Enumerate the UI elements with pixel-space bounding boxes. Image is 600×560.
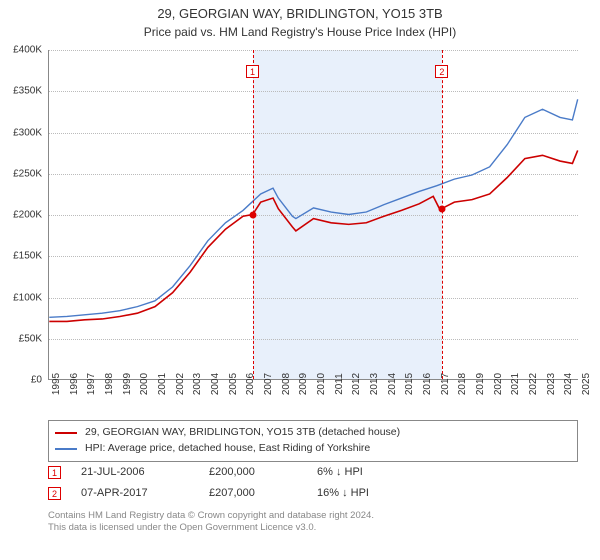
x-tick-label: 1996 [69,373,80,395]
series-line [49,99,577,317]
x-tick-label: 2008 [281,373,292,395]
sale-date: 07-APR-2017 [81,487,201,499]
legend-label-property: 29, GEORGIAN WAY, BRIDLINGTON, YO15 3TB … [85,425,400,441]
x-tick-label: 2010 [316,373,327,395]
legend-label-hpi: HPI: Average price, detached house, East… [85,441,370,457]
legend-swatch-hpi [55,448,77,450]
x-tick-label: 2020 [493,373,504,395]
y-tick-label: £250K [2,168,42,179]
chart-container: 29, GEORGIAN WAY, BRIDLINGTON, YO15 3TB … [0,0,600,560]
sale-marker-icon: 1 [48,466,61,479]
chart-subtitle: Price paid vs. HM Land Registry's House … [0,23,600,39]
y-tick-label: £0 [2,375,42,386]
x-tick-label: 2006 [245,373,256,395]
sale-hpi-diff: 16% ↓ HPI [317,487,437,499]
sale-hpi-diff: 6% ↓ HPI [317,466,437,478]
x-tick-label: 2023 [546,373,557,395]
x-tick-label: 2014 [387,373,398,395]
x-tick-label: 2005 [228,373,239,395]
x-tick-label: 2011 [334,373,345,395]
y-tick-label: £100K [2,292,42,303]
x-tick-label: 2015 [404,373,415,395]
y-tick-label: £150K [2,251,42,262]
legend-row-hpi: HPI: Average price, detached house, East… [55,441,571,457]
x-tick-label: 2012 [351,373,362,395]
y-tick-label: £300K [2,127,42,138]
x-tick-label: 2000 [139,373,150,395]
x-tick-label: 2009 [298,373,309,395]
x-tick-label: 2025 [581,373,592,395]
x-tick-label: 2013 [369,373,380,395]
chart-title: 29, GEORGIAN WAY, BRIDLINGTON, YO15 3TB [0,0,600,23]
x-tick-label: 1999 [122,373,133,395]
sale-detail-row: 2 07-APR-2017 £207,000 16% ↓ HPI [48,483,578,504]
x-tick-label: 2007 [263,373,274,395]
legend-swatch-property [55,432,77,434]
sale-marker-box: 2 [435,65,448,78]
y-tick-label: £200K [2,210,42,221]
chart-plot-area: 12 £0£50K£100K£150K£200K£250K£300K£350K£… [48,50,578,380]
x-tick-label: 2018 [457,373,468,395]
footer-attribution: Contains HM Land Registry data © Crown c… [48,504,578,535]
legend-box: 29, GEORGIAN WAY, BRIDLINGTON, YO15 3TB … [48,420,578,462]
x-tick-label: 2021 [510,373,521,395]
plot-frame: 12 [48,50,578,380]
x-tick-label: 1997 [86,373,97,395]
sale-date: 21-JUL-2006 [81,466,201,478]
sale-price: £207,000 [209,487,309,499]
x-tick-label: 2022 [528,373,539,395]
x-tick-label: 1995 [51,373,62,395]
x-tick-label: 2003 [192,373,203,395]
x-tick-label: 2004 [210,373,221,395]
line-series-svg [49,50,578,379]
legend-row-property: 29, GEORGIAN WAY, BRIDLINGTON, YO15 3TB … [55,425,571,441]
sale-point-dot [250,212,257,219]
x-tick-label: 2024 [563,373,574,395]
sale-marker-icon: 2 [48,487,61,500]
sale-marker-box: 1 [246,65,259,78]
footer-line1: Contains HM Land Registry data © Crown c… [48,510,578,522]
x-tick-label: 2002 [175,373,186,395]
x-tick-label: 2017 [440,373,451,395]
sale-detail-row: 1 21-JUL-2006 £200,000 6% ↓ HPI [48,462,578,483]
y-tick-label: £50K [2,333,42,344]
x-tick-label: 1998 [104,373,115,395]
x-tick-label: 2001 [157,373,168,395]
legend-panel: 29, GEORGIAN WAY, BRIDLINGTON, YO15 3TB … [48,420,578,534]
sale-point-dot [439,206,446,213]
footer-line2: This data is licensed under the Open Gov… [48,522,578,534]
y-tick-label: £400K [2,45,42,56]
y-tick-label: £350K [2,86,42,97]
x-tick-label: 2019 [475,373,486,395]
x-tick-label: 2016 [422,373,433,395]
series-line [49,150,577,321]
sale-price: £200,000 [209,466,309,478]
